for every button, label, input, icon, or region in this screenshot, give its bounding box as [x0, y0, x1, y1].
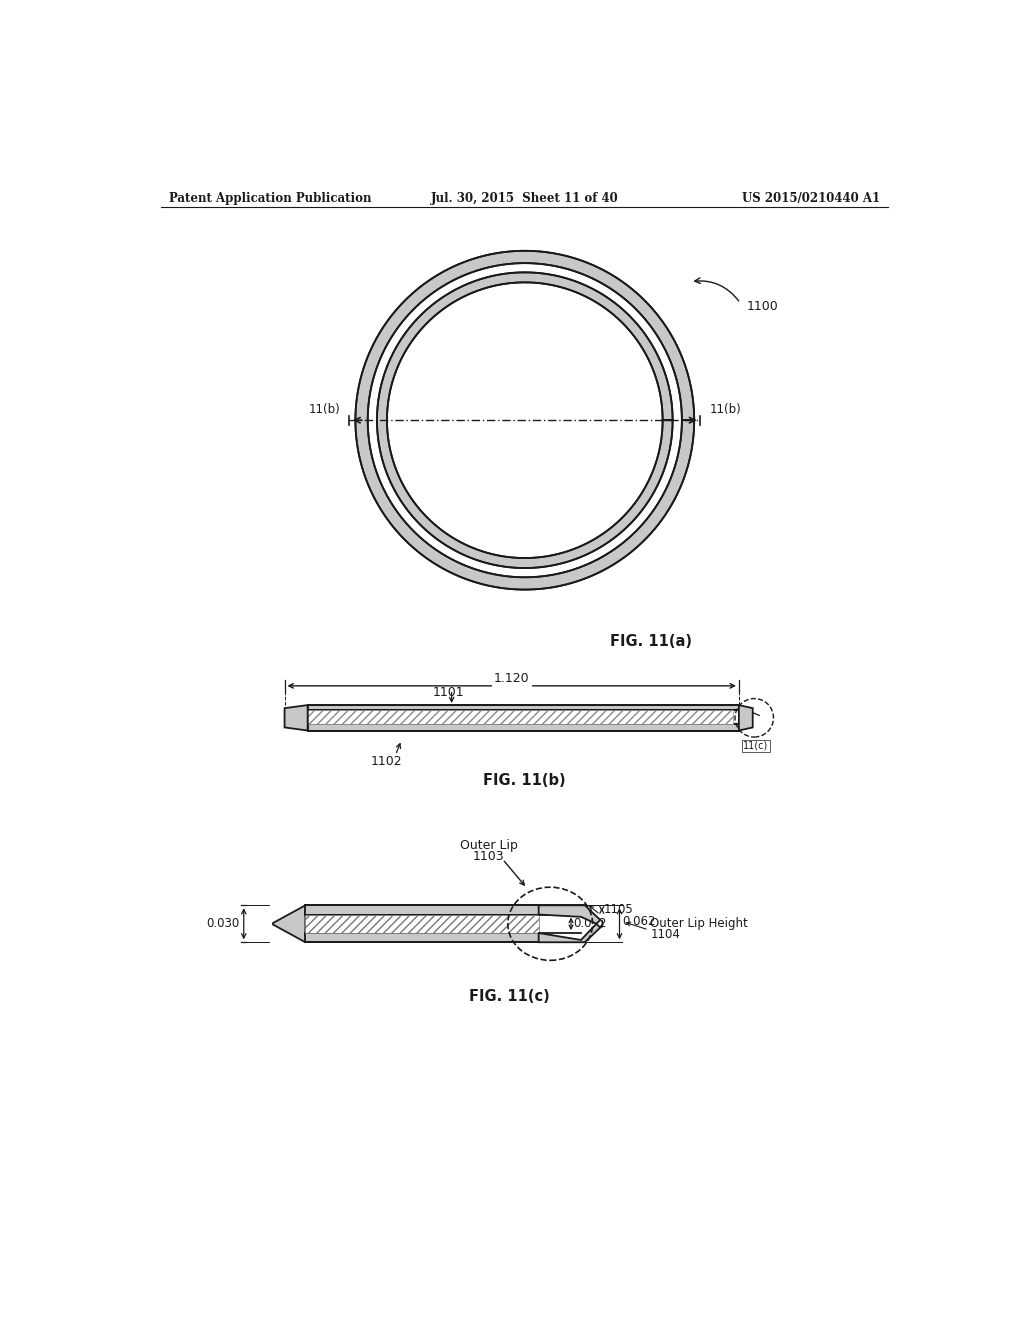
Polygon shape: [377, 272, 673, 568]
Polygon shape: [307, 705, 739, 710]
Text: Patent Application Publication: Patent Application Publication: [169, 191, 372, 205]
Text: FIG. 11(a): FIG. 11(a): [609, 635, 691, 649]
Polygon shape: [305, 906, 539, 915]
Text: 11(b): 11(b): [308, 403, 340, 416]
Polygon shape: [307, 710, 733, 725]
Text: 1103: 1103: [473, 850, 505, 862]
Text: 0.062: 0.062: [622, 915, 655, 928]
Polygon shape: [539, 906, 600, 924]
Text: 1100: 1100: [746, 300, 778, 313]
Text: 1105: 1105: [604, 903, 634, 916]
Polygon shape: [739, 705, 753, 730]
Text: 0.012: 0.012: [573, 917, 607, 931]
Polygon shape: [273, 906, 305, 942]
Text: 11(c): 11(c): [743, 741, 768, 751]
Text: US 2015/0210440 A1: US 2015/0210440 A1: [742, 191, 881, 205]
Polygon shape: [305, 933, 539, 942]
Polygon shape: [355, 251, 694, 590]
Polygon shape: [305, 915, 539, 933]
Text: 11(b): 11(b): [710, 403, 741, 416]
Polygon shape: [539, 924, 600, 942]
Text: 1102: 1102: [371, 755, 402, 768]
Text: Jul. 30, 2015  Sheet 11 of 40: Jul. 30, 2015 Sheet 11 of 40: [431, 191, 618, 205]
Text: Outer Lip: Outer Lip: [460, 838, 517, 851]
Text: FIG. 11(b): FIG. 11(b): [483, 774, 566, 788]
Text: 1.120: 1.120: [494, 672, 529, 685]
Text: FIG. 11(c): FIG. 11(c): [469, 989, 550, 1003]
Polygon shape: [285, 705, 307, 730]
Text: 1101: 1101: [432, 686, 464, 700]
Text: 1104: 1104: [650, 928, 680, 941]
Text: 0.030: 0.030: [207, 917, 240, 931]
Text: Outer Lip Height: Outer Lip Height: [650, 917, 749, 931]
Polygon shape: [307, 725, 739, 730]
